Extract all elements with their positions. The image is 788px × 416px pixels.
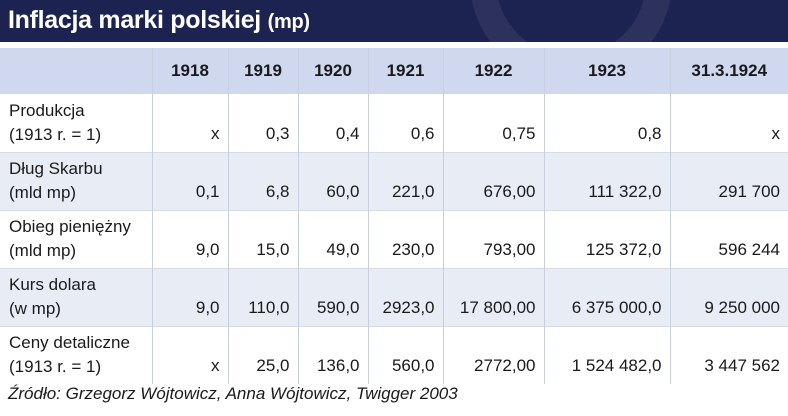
table-cell-value: 9,0: [151, 267, 228, 326]
table-cell-value: 17 800,00: [442, 267, 544, 326]
table-cell-value: 1 524 482,0: [543, 325, 670, 384]
table-cell-value: x: [151, 325, 228, 384]
header-cell-year: 31.3.1924: [669, 48, 788, 94]
table-body: Produkcja (1913 r. = 1) x 0,3 0,4 0,6 0,75 0,8 x…: [0, 94, 788, 384]
table-cell-value: 793,00: [442, 209, 544, 268]
table-cell-value: 291 700: [669, 151, 788, 210]
table-cell-value: 590,0: [297, 267, 368, 326]
title-bar: Inflacja marki polskiej (mp): [0, 0, 788, 42]
table-cell-value: 9 250 000: [669, 267, 788, 326]
table-header-row: 1918 1919 1920 1921 1922 1923 31.3.1924: [0, 48, 788, 94]
table-cell-value: 676,00: [442, 151, 544, 210]
table-cell-value: 0,4: [297, 94, 368, 152]
chart-title: Inflacja marki polskiej (mp): [8, 6, 310, 35]
row-label-unit: (1913 r. = 1): [9, 124, 102, 144]
table-cell-value: 60,0: [297, 151, 368, 210]
table-row: Dług Skarbu (mld mp) 0,1 6,8 60,0 221,0 676,00…: [0, 151, 788, 210]
table-cell-value: 111 322,0: [543, 151, 670, 210]
row-label-unit: (1913 r. = 1): [9, 357, 102, 377]
table-row: Obieg pieniężny (mld mp) 9,0 15,0 49,0 230,0 7…: [0, 209, 788, 268]
table-row: Produkcja (1913 r. = 1) x 0,3 0,4 0,6 0,75 0,8 x: [0, 94, 788, 152]
row-label-name: Ceny detaliczne: [9, 333, 130, 353]
table-cell-value: 0,1: [151, 151, 228, 210]
table-cell-value: 3 447 562: [669, 325, 788, 384]
table-cell-value: 15,0: [227, 209, 298, 268]
table-cell-value: 596 244: [669, 209, 788, 268]
table-cell-value: 9,0: [151, 209, 228, 268]
row-label: Dług Skarbu (mld mp): [0, 151, 152, 210]
row-label: Ceny detaliczne (1913 r. = 1): [0, 325, 152, 384]
row-label: Obieg pieniężny (mld mp): [0, 209, 152, 268]
table-cell-value: 2923,0: [367, 267, 443, 326]
table-cell-value: 49,0: [297, 209, 368, 268]
header-cell-year: 1922: [442, 48, 544, 94]
table-cell-value: 2772,00: [442, 325, 544, 384]
row-label-name: Produkcja: [9, 100, 85, 120]
table-cell-value: 221,0: [367, 151, 443, 210]
table-cell-value: 125 372,0: [543, 209, 670, 268]
inflation-table: 1918 1919 1920 1921 1922 1923 31.3.1924 Produk…: [0, 48, 788, 384]
table-cell-value: 0,6: [367, 94, 443, 152]
table-cell-value: x: [151, 94, 228, 152]
title-text: Inflacja marki polskiej: [8, 6, 261, 34]
row-label-unit: (mld mp): [9, 241, 77, 260]
table-cell-value: 0,8: [543, 94, 670, 152]
table-cell-value: 0,3: [227, 94, 298, 152]
table-cell-value: 136,0: [297, 325, 368, 384]
table-cell-value: 230,0: [367, 209, 443, 268]
row-label: Produkcja (1913 r. = 1): [0, 94, 152, 152]
row-label: Kurs dolara (w mp): [0, 267, 152, 326]
header-cell-year: 1918: [151, 48, 228, 94]
table-row: Kurs dolara (w mp) 9,0 110,0 590,0 2923,0 17 8…: [0, 267, 788, 326]
source-note: Źródło: Grzegorz Wójtowicz, Anna Wójtowi…: [8, 384, 458, 403]
table-cell-value: x: [669, 94, 788, 152]
header-cell-year: 1923: [543, 48, 670, 94]
title-unit: (mp): [267, 11, 310, 33]
header-cell-year: 1920: [297, 48, 368, 94]
table-cell-value: 0,75: [442, 94, 544, 152]
header-cell-empty: [0, 48, 152, 94]
table-cell-value: 560,0: [367, 325, 443, 384]
header-cell-year: 1921: [367, 48, 443, 94]
row-label-name: Dług Skarbu: [9, 159, 103, 178]
watermark-logo: [470, 0, 672, 42]
table-cell-value: 110,0: [227, 267, 298, 326]
table-cell-value: 25,0: [227, 325, 298, 384]
table-row: Ceny detaliczne (1913 r. = 1) x 25,0 136,0 56…: [0, 325, 788, 384]
table-cell-value: 6,8: [227, 151, 298, 210]
table-cell-value: 6 375 000,0: [543, 267, 670, 326]
row-label-name: Kurs dolara: [9, 275, 96, 294]
row-label-unit: (w mp): [9, 299, 61, 318]
row-label-name: Obieg pieniężny: [9, 217, 131, 236]
header-cell-year: 1919: [227, 48, 298, 94]
row-label-unit: (mld mp): [9, 183, 77, 202]
